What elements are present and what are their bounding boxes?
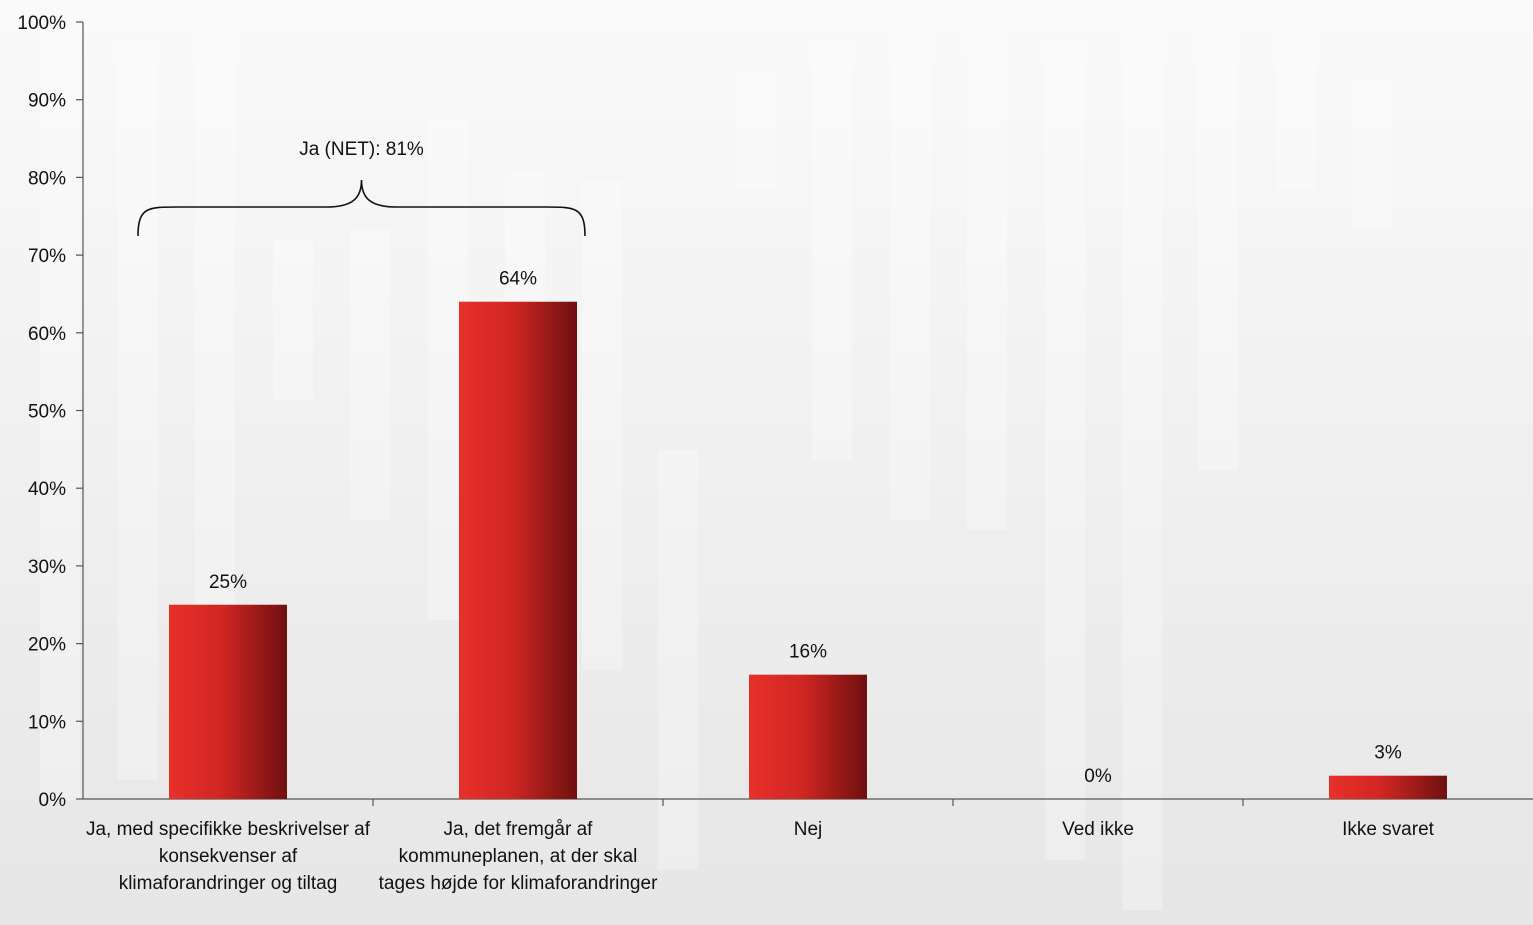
data-label: 0% [1084,766,1112,787]
background-stripe [736,70,776,190]
category-label: Ja, med specifikke beskrivelser af konse… [85,819,371,894]
data-label: 64% [499,269,537,290]
y-tick-label: 0% [39,790,67,811]
background-stripe [118,40,158,780]
background-stripes [40,10,1392,910]
bars [169,301,1447,799]
net-annotation: Ja (NET): 81% [137,139,586,237]
data-label: 25% [209,572,247,593]
x-axis [83,798,1533,806]
bar [459,301,577,799]
y-tick-label: 100% [17,13,66,34]
y-tick-label: 80% [28,168,66,189]
background-stripe [890,20,930,520]
data-labels: 25% 64% 16% 0% 3% [209,269,1402,787]
bar [169,604,287,799]
background-stripe [658,450,698,870]
background-stripe [812,40,852,460]
y-tick-label: 60% [28,324,66,345]
y-tick-label: 90% [28,91,66,112]
data-label: 16% [789,642,827,663]
y-axis: 0% 10% 20% 30% 40% 50% 60% 70% 80% 90% 100% [17,13,84,811]
y-tick-label: 10% [28,712,66,733]
net-brace [137,179,586,237]
background-stripe [1045,40,1085,860]
data-label: 3% [1374,743,1402,764]
background-stripe [1352,80,1392,230]
y-tick-label: 40% [28,479,66,500]
y-tick-label: 70% [28,246,66,267]
background-stripe [40,10,80,800]
background-stripe [1198,20,1238,470]
y-tick-label: 50% [28,402,66,423]
background-stripe [1122,30,1162,910]
background-stripe [273,240,313,400]
y-tick-label: 30% [28,557,66,578]
background-stripe [582,180,622,670]
background-stripe [1276,20,1316,190]
bar [749,674,867,799]
net-label: Ja (NET): 81% [299,139,424,160]
category-label: Ikke svaret [1342,819,1434,840]
background-stripe [967,20,1007,530]
category-label: Nej [793,819,823,840]
category-label: Ved ikke [1062,819,1134,840]
bar [1329,775,1447,799]
background-stripe [350,230,390,520]
category-label: Ja, det fremgår af kommuneplanen, at der… [378,819,658,894]
y-tick-label: 20% [28,635,66,656]
